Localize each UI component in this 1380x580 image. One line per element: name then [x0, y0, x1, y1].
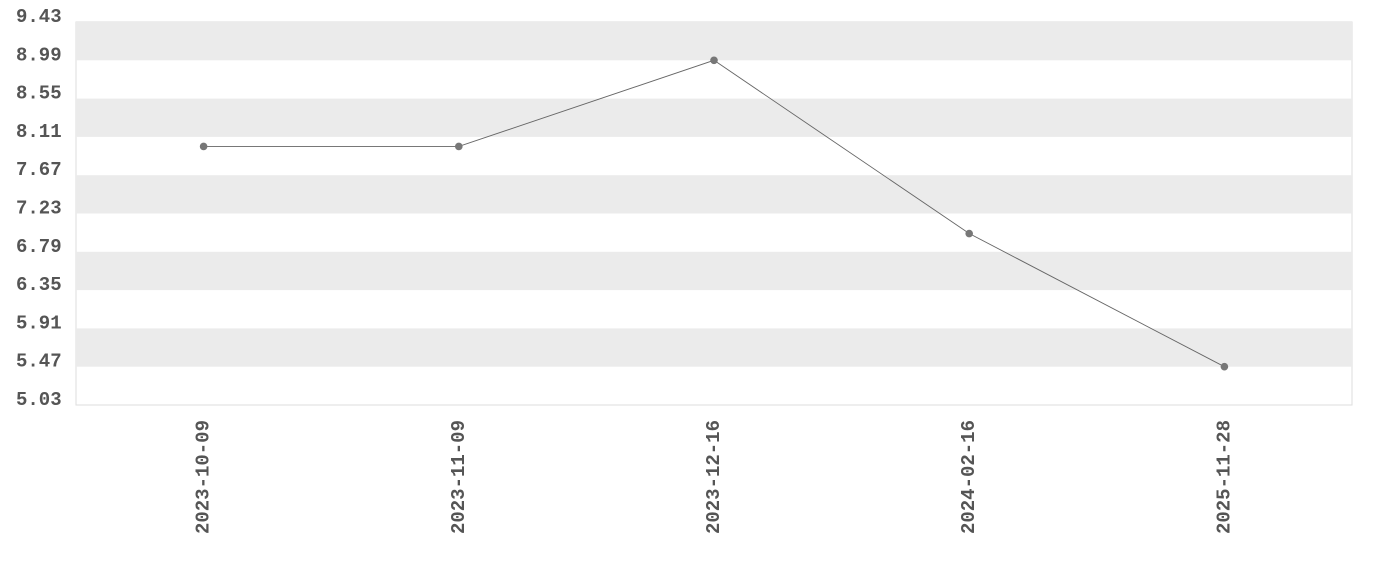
x-tick-label: 2023-10-09	[193, 420, 215, 534]
grid-band	[76, 328, 1352, 367]
y-tick-label: 8.11	[16, 121, 62, 143]
grid-band	[76, 251, 1352, 291]
x-tick-label: 2023-12-16	[703, 420, 725, 534]
y-tick-label: 5.03	[16, 389, 62, 411]
point	[965, 229, 973, 238]
y-tick-label: 5.47	[16, 351, 62, 373]
y-tick-label: 7.23	[16, 198, 62, 220]
y-tick-label: 6.35	[16, 274, 62, 296]
grid-band	[76, 98, 1352, 137]
y-tick-label: 8.55	[16, 83, 62, 105]
grid-band	[76, 175, 1352, 214]
y-tick-label: 7.67	[16, 159, 62, 181]
y-tick-label: 9.43	[16, 6, 62, 28]
y-tick-label: 6.79	[16, 236, 62, 258]
x-tick-label: 2023-11-09	[448, 420, 470, 534]
y-tick-label: 5.91	[16, 312, 62, 334]
grid-band	[76, 22, 1352, 61]
point	[710, 56, 718, 65]
point	[1220, 362, 1229, 371]
point	[455, 142, 463, 151]
x-tick-label: 2024-02-16	[958, 420, 980, 534]
x-tick-label: 2025-11-28	[1213, 420, 1235, 534]
y-tick-label: 8.99	[16, 44, 62, 66]
point	[199, 142, 208, 151]
